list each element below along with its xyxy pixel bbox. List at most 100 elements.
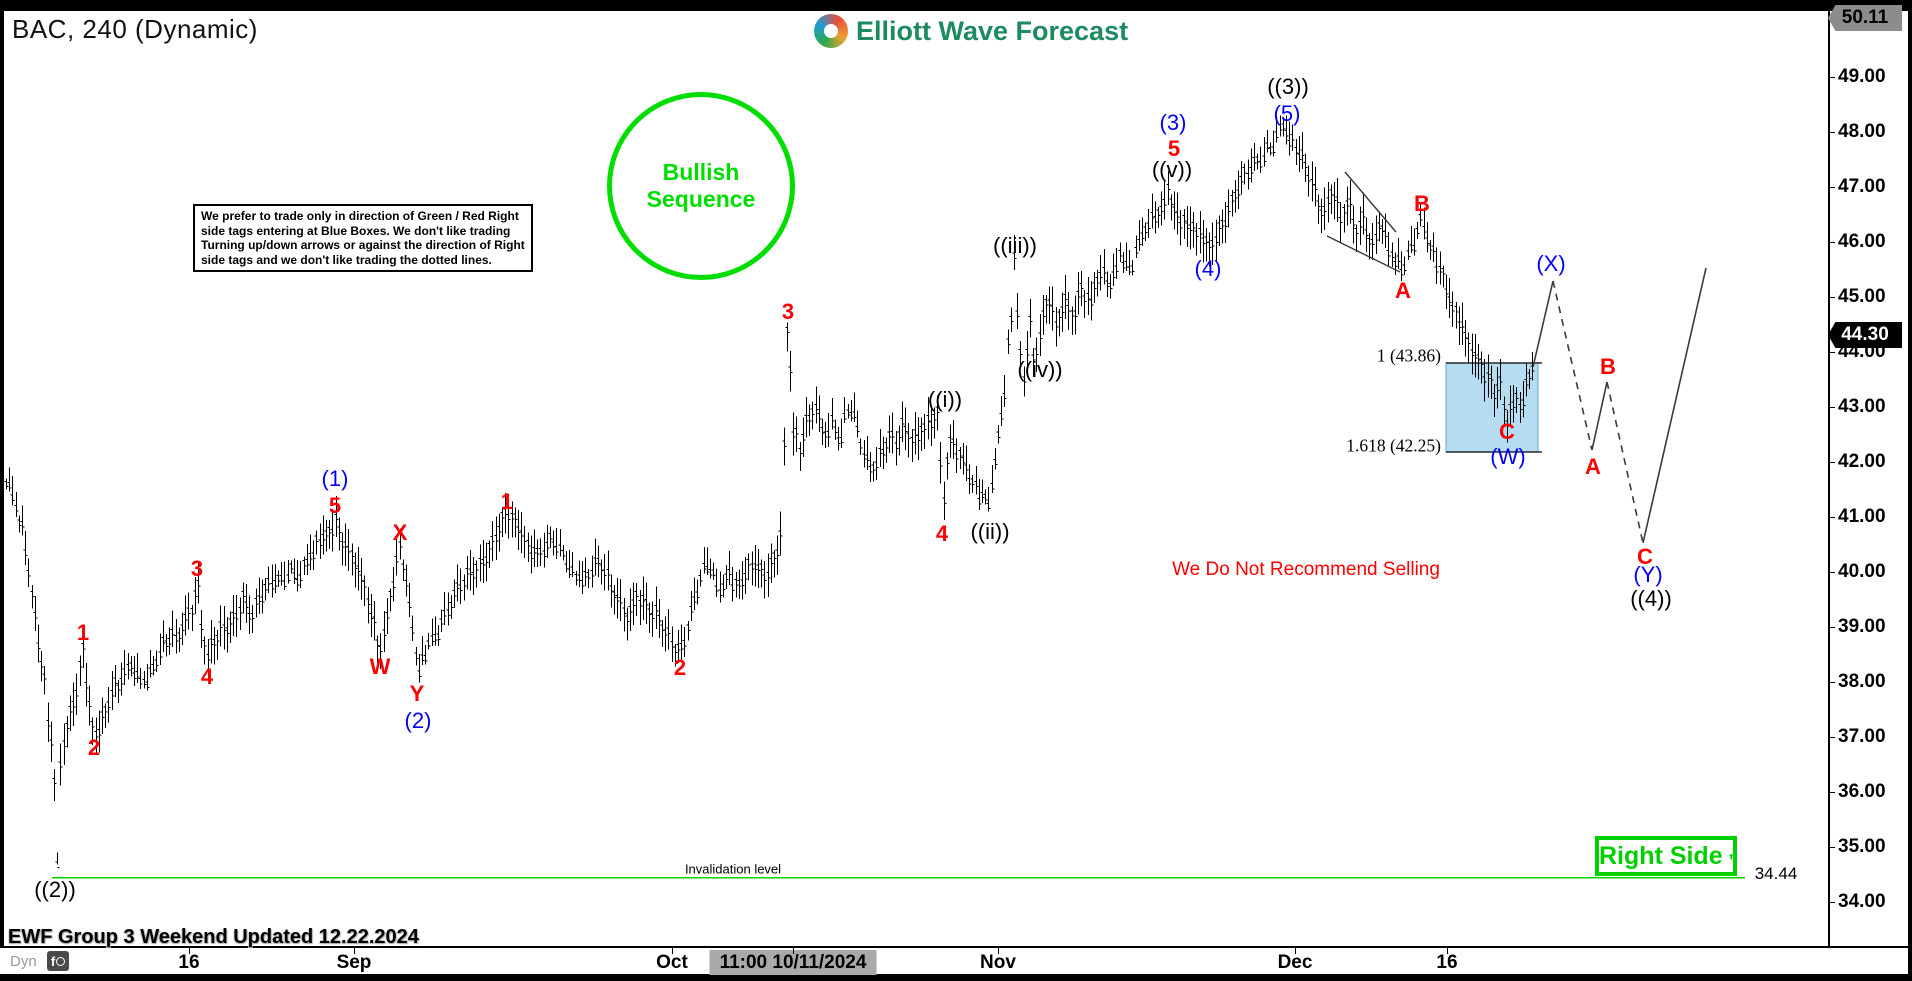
wave-label[interactable]: 4 <box>200 664 214 689</box>
wave-label[interactable]: A <box>1395 278 1411 303</box>
wave-label[interactable]: 3 <box>781 299 795 324</box>
bullish-circle-line1: Bullish <box>662 159 740 185</box>
wave-label[interactable]: (Y) <box>1633 562 1663 587</box>
wave-label[interactable]: (W) <box>1490 444 1526 469</box>
wave-label[interactable]: A <box>1585 454 1601 479</box>
wave-label[interactable]: ((iv)) <box>1017 357 1063 382</box>
blue-box-edges <box>1446 362 1542 453</box>
chart-title: BAC, 240 (Dynamic) <box>12 14 258 44</box>
dyn-mode-label: Dyn <box>10 953 37 970</box>
time-tick-label: 16 <box>178 952 200 973</box>
brand-swirl-icon <box>814 14 848 48</box>
wave-label[interactable]: ((i)) <box>927 387 963 412</box>
wave-label[interactable]: ((v)) <box>1151 157 1193 182</box>
right-side-tag[interactable]: Right Side <box>1595 836 1737 876</box>
trendline[interactable] <box>1326 235 1401 273</box>
no-sell-note[interactable]: We Do Not Recommend Selling <box>1172 559 1440 580</box>
time-tick-label: Nov <box>980 952 1016 973</box>
wave-label[interactable]: W <box>369 654 391 679</box>
current-price-tag: 44.30 <box>1828 322 1902 348</box>
right-side-label: Right Side <box>1599 841 1723 870</box>
wave-label[interactable]: B <box>1600 354 1616 379</box>
projection-segment[interactable] <box>1532 280 1554 368</box>
left-border <box>0 11 4 947</box>
wave-label[interactable]: C <box>1499 419 1515 444</box>
wave-label[interactable]: (2) <box>404 708 432 733</box>
note-line: We prefer to trade only in direction of … <box>201 209 519 223</box>
trading-note-box[interactable]: We prefer to trade only in direction of … <box>193 204 533 272</box>
price-axis-line <box>1828 11 1830 947</box>
wave-label[interactable]: (5) <box>1273 101 1301 126</box>
up-arrow-icon <box>1728 853 1733 859</box>
price-tick-label: 41.00 <box>1838 506 1886 527</box>
price-tick-label: 40.00 <box>1838 561 1886 582</box>
top-bar <box>0 0 1912 11</box>
projection-segment[interactable] <box>1642 267 1707 544</box>
fib-extension-1: 1 (43.86) <box>1376 345 1441 366</box>
axis-ticks <box>189 77 1835 954</box>
wave-label[interactable]: B <box>1414 191 1430 216</box>
wave-label[interactable]: 1 <box>76 620 90 645</box>
time-tick-label: 16 <box>1436 952 1458 973</box>
price-tick-label: 37.00 <box>1838 726 1886 747</box>
wave-label[interactable]: 3 <box>190 556 204 581</box>
invalidation-value: 34.44 <box>1754 864 1798 883</box>
wave-label[interactable]: 4 <box>935 521 949 546</box>
brand-logo: Elliott Wave Forecast <box>814 14 1128 48</box>
time-cursor-label: 11:00 10/11/2024 <box>709 950 877 975</box>
price-tick-label: 35.00 <box>1838 836 1886 857</box>
wave-label[interactable]: 5 <box>328 493 342 518</box>
fib-extension-1618: 1.618 (42.25) <box>1346 435 1441 456</box>
wave-label[interactable]: (3) <box>1159 110 1187 135</box>
price-tick-label: 38.00 <box>1838 671 1886 692</box>
wave-label[interactable]: (1) <box>321 466 349 491</box>
projection-segment[interactable] <box>1552 280 1593 451</box>
wave-label[interactable]: 5 <box>1167 136 1181 161</box>
wave-label[interactable]: 1 <box>500 489 514 514</box>
price-tick-label: 47.00 <box>1838 176 1886 197</box>
wave-label[interactable]: 2 <box>673 655 687 680</box>
price-tick-label: 49.00 <box>1838 66 1886 87</box>
wave-label[interactable]: (X) <box>1536 251 1566 276</box>
update-note: EWF Group 3 Weekend Updated 12.22.2024 <box>8 926 419 948</box>
price-tick-label: 46.00 <box>1838 231 1886 252</box>
wave-label[interactable]: ((iii)) <box>993 233 1037 258</box>
note-line: side tags entering at Blue Boxes. We don… <box>201 223 511 238</box>
note-line: side tags and we don't like trading the … <box>201 252 492 267</box>
right-border <box>1908 0 1912 981</box>
projection-segment[interactable] <box>1606 381 1644 544</box>
wave-label[interactable]: Y <box>409 681 425 706</box>
projection-segment[interactable] <box>1591 381 1608 451</box>
price-tick-label: 48.00 <box>1838 121 1886 142</box>
time-tick-label: Dec <box>1277 952 1313 973</box>
wave-label[interactable]: (4) <box>1194 256 1222 281</box>
wave-label[interactable]: ((ii)) <box>970 519 1010 544</box>
price-tick-label: 39.00 <box>1838 616 1886 637</box>
trendline[interactable] <box>1344 171 1397 233</box>
bottom-bar <box>0 974 1912 981</box>
invalidation-label: Invalidation level <box>684 861 782 877</box>
price-tick-label: 42.00 <box>1838 451 1886 472</box>
wave-label[interactable]: ((4)) <box>1630 586 1672 611</box>
bullish-circle-line2: Sequence <box>646 186 756 212</box>
price-tick-label: 45.00 <box>1838 286 1886 307</box>
time-tick-label: Sep <box>336 952 372 973</box>
price-tick-label: 36.00 <box>1838 781 1886 802</box>
price-bars <box>4 115 1535 868</box>
fx-letter: f <box>50 953 56 969</box>
note-line: Turning up/down arrows or against the di… <box>201 238 525 252</box>
price-tick-label: 43.00 <box>1838 396 1886 417</box>
fx-time-icon[interactable]: f <box>47 951 69 971</box>
wave-label[interactable]: 2 <box>87 735 101 760</box>
high-price-tag: 50.11 <box>1828 5 1902 31</box>
wave-label[interactable]: X <box>392 520 408 545</box>
bullish-sequence-circle[interactable]: Bullish Sequence <box>607 92 795 280</box>
wave-label[interactable]: ((2)) <box>34 877 76 902</box>
wave-label[interactable]: C <box>1637 544 1653 569</box>
wave-label[interactable]: ((3)) <box>1267 74 1309 99</box>
brand-logo-text: Elliott Wave Forecast <box>856 15 1129 46</box>
time-axis-line <box>0 946 1912 948</box>
time-tick-label: Oct <box>656 952 688 973</box>
